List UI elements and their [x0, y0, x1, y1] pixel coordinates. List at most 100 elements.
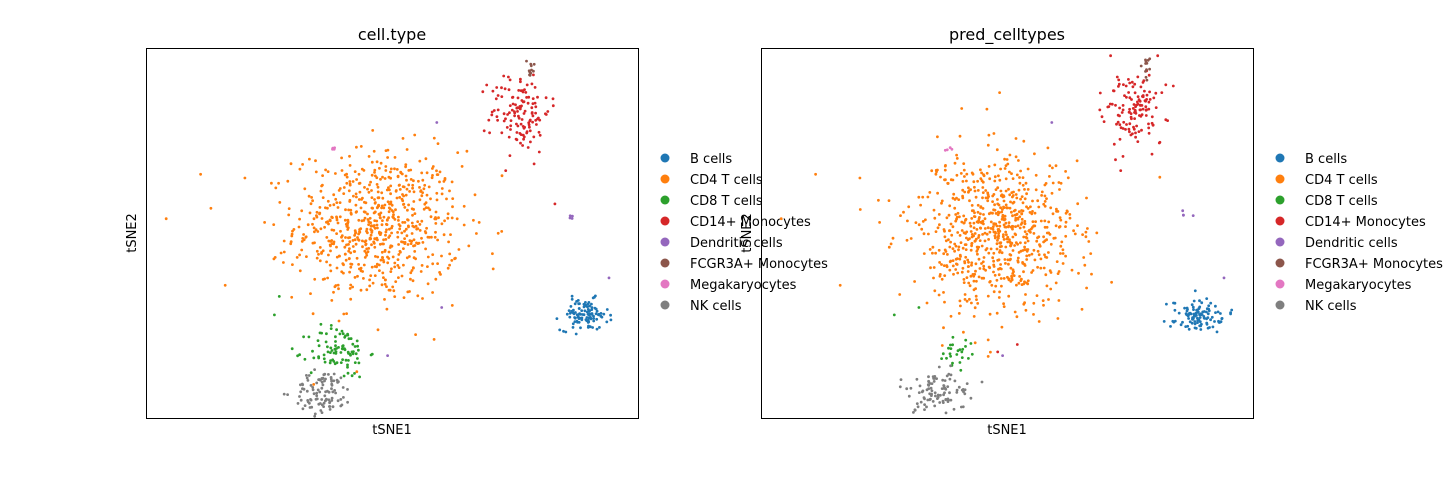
point-cd4-t-cells [209, 206, 213, 210]
point-cd4-t-cells [413, 244, 417, 247]
point-cd4-t-cells [431, 253, 435, 256]
point-cd4-t-cells [1004, 164, 1008, 168]
point-cd4-t-cells [1025, 192, 1028, 196]
point-cd4-t-cells [1011, 177, 1015, 181]
point-cd4-t-cells [995, 278, 999, 282]
point-nk-cells [928, 398, 932, 402]
point-b-cells [1186, 308, 1189, 311]
point-cd4-t-cells [1061, 252, 1065, 255]
point-cd4-t-cells [358, 230, 361, 234]
point-b-cells [570, 297, 574, 301]
legend-item-b-cells: B cells [660, 152, 732, 167]
point-cd4-t-cells [980, 276, 984, 280]
point-b-cells [584, 301, 587, 304]
legend-item-nk-cells: NK cells [660, 299, 742, 314]
point-cd4-t-cells [957, 248, 960, 252]
panel-1-points [164, 59, 613, 418]
point-cd4-t-cells [345, 312, 348, 315]
point-cd4-t-cells [1064, 234, 1068, 238]
point-b-cells [580, 316, 584, 320]
point-cd14-monocytes [1148, 90, 1151, 94]
point-cd4-t-cells [388, 234, 392, 238]
point-cd4-t-cells [996, 186, 1000, 190]
point-b-cells [609, 318, 613, 322]
point-cd8-t-cells [334, 335, 337, 339]
point-cd4-t-cells [389, 192, 392, 196]
point-cd8-t-cells [324, 340, 328, 344]
point-cd4-t-cells [997, 232, 1000, 236]
point-cd4-t-cells [310, 196, 313, 199]
point-cd4-t-cells [375, 176, 379, 180]
point-cd4-t-cells [965, 179, 968, 183]
point-nk-cells [915, 402, 919, 405]
legend-marker [660, 300, 670, 310]
point-nk-cells [960, 405, 963, 409]
point-cd4-t-cells [1033, 152, 1036, 156]
point-cd14-monocytes [502, 112, 506, 116]
point-cd14-monocytes [482, 129, 486, 133]
point-cd4-t-cells [472, 218, 475, 222]
point-cd14-monocytes [515, 138, 519, 142]
point-nk-cells [315, 397, 319, 401]
point-cd14-monocytes [522, 112, 526, 115]
point-cd4-t-cells [1000, 251, 1004, 255]
point-b-cells [1209, 318, 1212, 322]
point-cd8-t-cells [948, 352, 952, 356]
point-cd4-t-cells [1085, 196, 1088, 200]
point-cd4-t-cells [335, 245, 338, 249]
point-cd4-t-cells [986, 355, 990, 358]
point-cd14-monocytes [1160, 91, 1164, 94]
point-cd14-monocytes [537, 130, 541, 134]
point-nk-cells [301, 407, 305, 411]
point-cd4-t-cells [356, 274, 359, 278]
point-cd4-t-cells [446, 216, 450, 220]
point-cd4-t-cells [360, 219, 364, 223]
point-b-cells [1216, 310, 1220, 314]
point-cd4-t-cells [408, 255, 411, 258]
point-cd8-t-cells [949, 354, 952, 358]
point-b-cells [555, 317, 559, 320]
point-cd4-t-cells [993, 208, 997, 212]
point-cd4-t-cells [1042, 266, 1046, 270]
point-cd4-t-cells [282, 239, 286, 243]
point-nk-cells [948, 391, 951, 395]
point-b-cells [585, 310, 589, 314]
point-cd4-t-cells [323, 225, 326, 229]
point-cd14-monocytes [1117, 85, 1120, 88]
point-cd14-monocytes [525, 96, 528, 99]
point-cd4-t-cells [321, 174, 324, 178]
legend-marker [660, 258, 670, 268]
point-nk-cells [919, 400, 923, 404]
point-cd4-t-cells [1025, 205, 1028, 209]
point-cd4-t-cells [404, 193, 408, 197]
point-cd8-t-cells [949, 343, 952, 347]
point-cd4-t-cells [412, 179, 415, 183]
point-cd4-t-cells [400, 172, 404, 176]
point-cd14-monocytes [500, 131, 504, 135]
point-cd4-t-cells [959, 172, 963, 175]
point-cd8-t-cells [945, 356, 948, 360]
point-cd4-t-cells [991, 227, 995, 231]
legend-label: FCGR3A+ Monocytes [1305, 257, 1443, 272]
point-cd4-t-cells [496, 231, 500, 235]
point-b-cells [1220, 317, 1224, 321]
point-b-cells [1219, 320, 1223, 324]
point-b-cells [577, 317, 581, 320]
point-cd4-t-cells [385, 188, 389, 192]
point-cd4-t-cells [997, 174, 1000, 178]
point-cd14-monocytes [1141, 107, 1145, 111]
point-cd4-t-cells [365, 288, 369, 292]
point-cd4-t-cells [974, 195, 978, 199]
point-b-cells [1206, 326, 1210, 330]
point-cd4-t-cells [979, 226, 982, 230]
point-cd4-t-cells [1059, 252, 1062, 255]
point-cd4-t-cells [991, 200, 994, 204]
point-cd4-t-cells [963, 190, 967, 194]
point-b-cells [1181, 320, 1184, 324]
point-cd4-t-cells [965, 172, 969, 176]
point-cd4-t-cells [383, 203, 387, 207]
point-nk-cells [949, 364, 952, 368]
point-cd4-t-cells [384, 169, 388, 172]
point-cd4-t-cells [1049, 206, 1053, 210]
point-b-cells [1172, 320, 1176, 324]
